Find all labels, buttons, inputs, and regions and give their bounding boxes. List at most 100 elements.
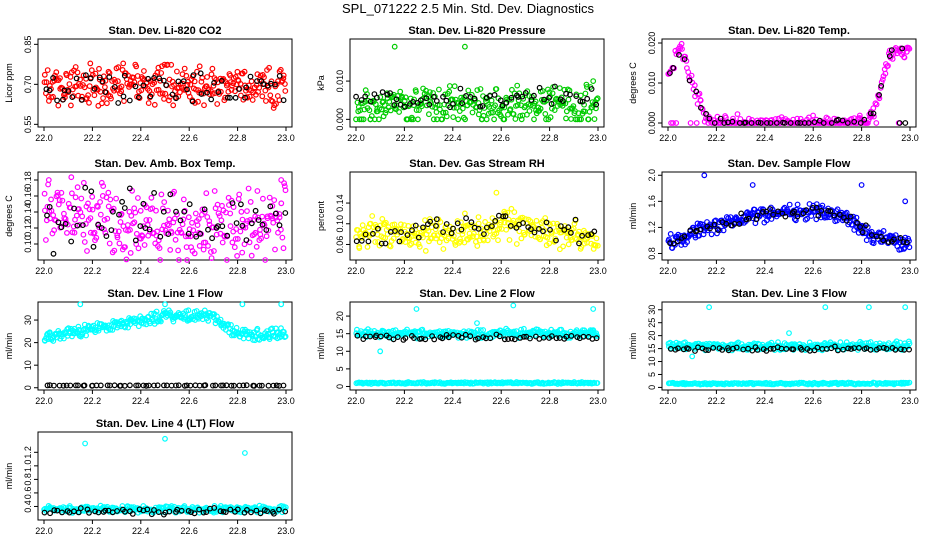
data-point-all	[518, 235, 525, 242]
data-point-all	[239, 249, 246, 256]
data-point-subset	[362, 231, 369, 238]
data-point-all	[153, 308, 160, 315]
data-point-all	[136, 95, 143, 101]
data-point-all	[192, 86, 199, 93]
data-point-subset	[204, 89, 210, 96]
data-point-all	[356, 116, 363, 123]
data-point-all	[157, 257, 164, 263]
data-point-all	[156, 317, 163, 324]
y-axis-label: ml/min	[4, 463, 14, 490]
data-point-subset	[693, 88, 700, 95]
data-point-all	[593, 96, 600, 103]
data-point-all	[865, 120, 871, 126]
data-point-all	[700, 231, 707, 238]
data-point-all	[61, 335, 67, 342]
data-point-all	[413, 107, 420, 113]
data-point-subset	[186, 201, 193, 208]
data-point-all	[232, 236, 239, 242]
data-point-subset	[74, 222, 81, 229]
data-point-all	[262, 87, 269, 94]
y-tick-label: 0.000	[335, 108, 345, 131]
data-point-subset	[193, 233, 200, 240]
data-point-all	[198, 78, 205, 85]
y-tick-label: 10	[647, 357, 657, 367]
x-tick-label: 22.2	[84, 133, 102, 143]
data-point-all	[249, 97, 256, 103]
data-point-all	[678, 242, 685, 248]
data-point-all	[402, 94, 409, 101]
data-point-all	[55, 102, 62, 109]
data-point-subset	[276, 222, 283, 229]
data-point-all	[514, 82, 521, 89]
data-point-subset	[140, 200, 147, 207]
data-point-all	[86, 99, 92, 106]
data-point-subset	[748, 120, 755, 126]
data-point-all	[80, 179, 87, 186]
plot-frame	[37, 38, 293, 128]
data-point-subset	[508, 94, 515, 101]
x-tick-label: 22.8	[229, 133, 247, 143]
data-point-all	[873, 101, 880, 108]
data-point-all	[482, 95, 489, 102]
y-tick-label: 5	[335, 366, 345, 371]
data-point-all	[43, 237, 49, 243]
data-point-all	[452, 96, 459, 103]
data-point-subset	[443, 221, 450, 227]
data-point-all	[196, 63, 203, 70]
plot-frame	[349, 171, 605, 261]
data-point-subset	[579, 98, 586, 105]
data-point-subset	[353, 93, 360, 100]
data-point-subset	[79, 222, 86, 229]
data-point-all	[369, 213, 376, 219]
data-point-subset	[789, 209, 796, 216]
data-point-subset	[46, 87, 53, 94]
data-point-subset	[863, 222, 869, 229]
x-tick-label: 22.6	[180, 266, 198, 276]
data-point-subset	[681, 56, 688, 62]
data-point-all	[102, 229, 109, 236]
data-point-all	[189, 219, 195, 226]
panel-line1: Stan. Dev. Line 1 Flow ml/min 22.0 22.2 22.4…	[4, 288, 295, 406]
data-point-subset	[585, 232, 591, 239]
data-point-all	[41, 71, 48, 78]
data-point-subset	[60, 96, 66, 103]
data-point-subset	[205, 226, 211, 233]
y-tick-label: 0.18	[23, 171, 33, 189]
data-point-subset	[723, 220, 730, 227]
data-point-subset	[754, 212, 761, 219]
data-point-all	[256, 84, 263, 91]
data-point-all	[501, 219, 508, 226]
data-point-all	[594, 95, 601, 102]
data-point-all	[446, 88, 453, 95]
data-point-all	[880, 227, 887, 234]
data-point-all	[127, 249, 134, 256]
x-tick-label: 22.6	[804, 396, 822, 406]
data-point-all	[191, 250, 198, 257]
data-point-subset	[156, 75, 163, 82]
data-point-all	[41, 190, 48, 197]
data-point-all	[77, 301, 84, 308]
data-point-subset	[62, 220, 69, 227]
data-point-all	[97, 211, 104, 218]
data-point-subset	[145, 75, 152, 82]
data-point-subset	[867, 110, 874, 117]
data-point-subset	[146, 226, 153, 233]
data-point-all	[98, 100, 105, 107]
data-point-subset	[831, 212, 838, 219]
data-point-subset	[433, 98, 440, 104]
data-point-subset	[565, 224, 572, 231]
x-tick-label: 22.0	[35, 133, 53, 143]
data-point-all	[505, 111, 511, 118]
y-tick-label: 0.8	[23, 473, 33, 486]
data-point-all	[437, 219, 444, 225]
data-point-all	[227, 210, 234, 217]
data-point-all	[391, 43, 398, 50]
data-point-all	[405, 222, 412, 229]
data-point-subset	[391, 102, 398, 108]
x-tick-label: 22.0	[659, 133, 677, 143]
data-point-all	[82, 220, 89, 227]
data-point-all	[117, 219, 124, 225]
data-point-all	[425, 228, 432, 234]
data-point-subset	[147, 93, 154, 100]
data-point-all	[82, 440, 88, 447]
